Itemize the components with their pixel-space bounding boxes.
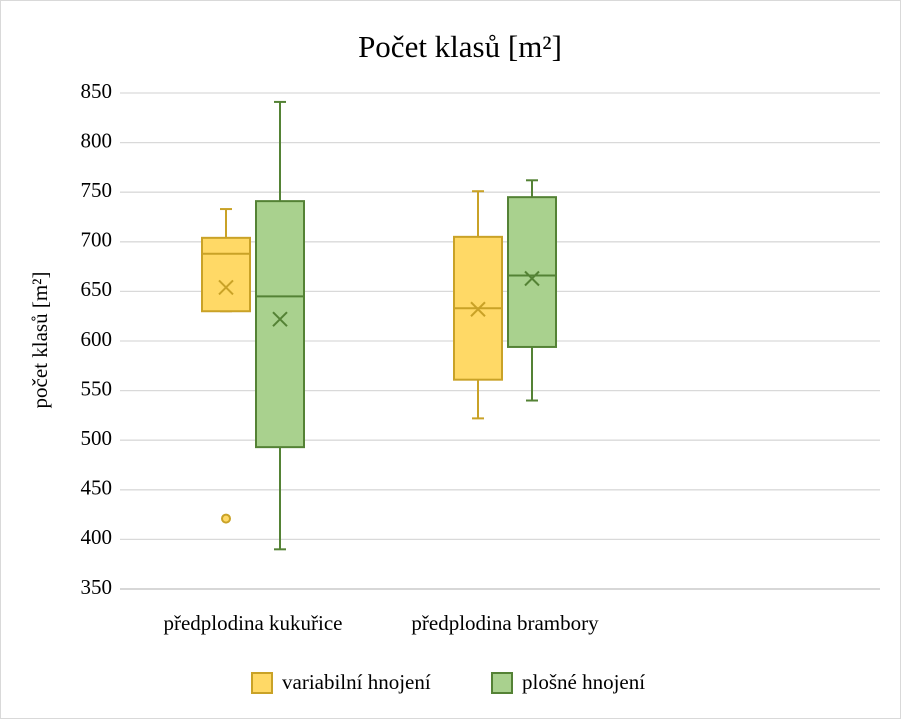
y-tick-label: 700 (81, 228, 113, 252)
legend-label: variabilní hnojení (282, 670, 431, 694)
mean-marker (524, 270, 540, 287)
chart-title: Počet klasů [m²] (358, 29, 562, 64)
y-tick-label: 550 (81, 376, 113, 400)
y-tick-label: 850 (81, 79, 113, 103)
box (201, 236, 251, 313)
legend-swatch (251, 672, 273, 694)
mean-marker (470, 301, 486, 317)
box (255, 200, 305, 449)
y-tick-label: 450 (81, 476, 113, 500)
y-tick-label: 350 (81, 575, 113, 599)
y-tick-label: 800 (81, 128, 113, 152)
outlier (221, 513, 231, 524)
y-tick-label: 400 (81, 525, 113, 549)
legend-label: plošné hnojení (522, 670, 645, 694)
y-tick-label: 600 (81, 327, 113, 351)
y-axis-label: počet klasů [m²] (28, 272, 52, 409)
mean-marker (272, 311, 288, 327)
y-tick-label: 750 (81, 178, 113, 202)
x-tick-label: předplodina brambory (411, 611, 599, 635)
mean-marker (218, 279, 234, 296)
x-tick-label: předplodina kukuřice (163, 611, 342, 635)
y-tick-label: 500 (81, 426, 113, 450)
y-tick-label: 650 (81, 277, 113, 301)
legend-swatch (491, 672, 513, 694)
box (507, 196, 557, 348)
